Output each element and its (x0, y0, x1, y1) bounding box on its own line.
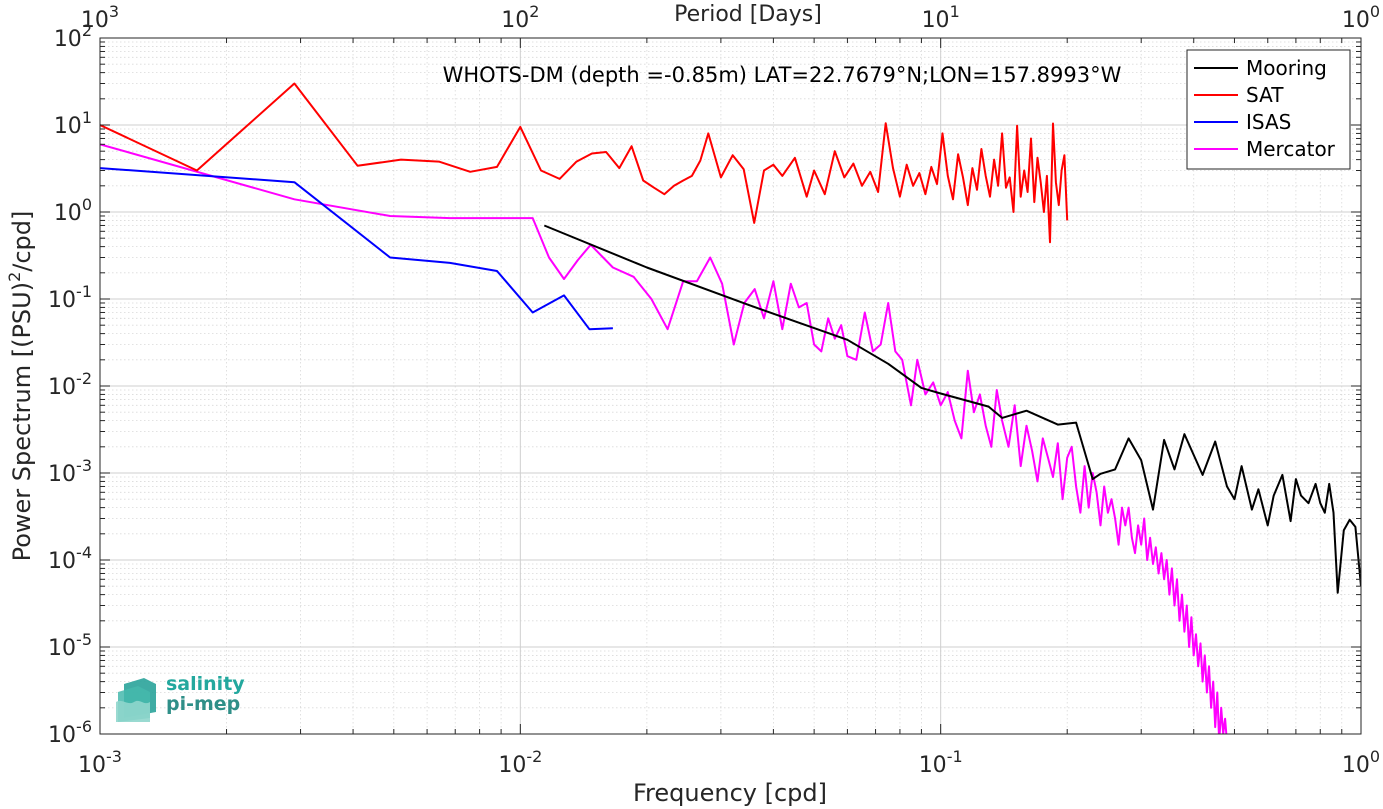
axis-ticks (99, 37, 1362, 735)
y-tick-label: 10-2 (48, 369, 92, 400)
y-tick-label: 10-5 (48, 630, 92, 661)
series-line-mercator (100, 143, 1228, 734)
logo-text-pi-mep: pi-mep (166, 693, 241, 715)
y-axis-label-tail: /cpd] (8, 211, 36, 272)
legend-label-mooring: Mooring (1246, 56, 1327, 80)
legend-label-sat: SAT (1246, 83, 1284, 107)
y-tick-label: 101 (54, 108, 92, 139)
series-line-mooring (543, 224, 1361, 594)
legend-label-isas: ISAS (1246, 110, 1291, 134)
salinity-pi-mep-logo: salinity pi-mep (116, 672, 246, 724)
logo-mark-icon (116, 678, 156, 722)
legend: Mooring SAT ISAS Mercator (1186, 49, 1351, 170)
series-layer (100, 82, 1361, 734)
top-tick-label: 103 (81, 2, 119, 33)
x-tick-label: 10-2 (498, 747, 542, 778)
top-x-axis-label: Period [Days] (674, 2, 822, 27)
series-line-sat (100, 82, 1069, 244)
top-tick-label: 101 (922, 2, 960, 33)
x-axis-label: Frequency [cpd] (633, 779, 827, 807)
y-axis-label-main: Power Spectrum [(PSU) (8, 282, 36, 561)
x-tick-label: 100 (1342, 747, 1380, 778)
y-tick-label: 102 (54, 21, 92, 52)
logo-text-salinity: salinity (166, 673, 245, 695)
x-tick-label: 10-1 (919, 747, 963, 778)
y-tick-label: 100 (54, 195, 92, 226)
y-tick-label: 10-6 (48, 717, 92, 748)
top-tick-label: 102 (501, 2, 539, 33)
y-tick-label: 10-3 (48, 456, 92, 487)
y-axis-label-sup: 2 (5, 272, 24, 282)
top-tick-label: 100 (1342, 2, 1380, 33)
series-line-isas (100, 167, 613, 331)
chart-title: WHOTS-DM (depth =-0.85m) LAT=22.7679°N;L… (443, 63, 1122, 87)
legend-label-mercator: Mercator (1246, 137, 1336, 161)
y-tick-label: 10-4 (48, 543, 92, 574)
y-tick-label: 10-1 (48, 282, 92, 313)
y-axis-label: Power Spectrum [(PSU)2/cpd] (5, 211, 36, 562)
x-tick-label: 10-3 (78, 747, 122, 778)
